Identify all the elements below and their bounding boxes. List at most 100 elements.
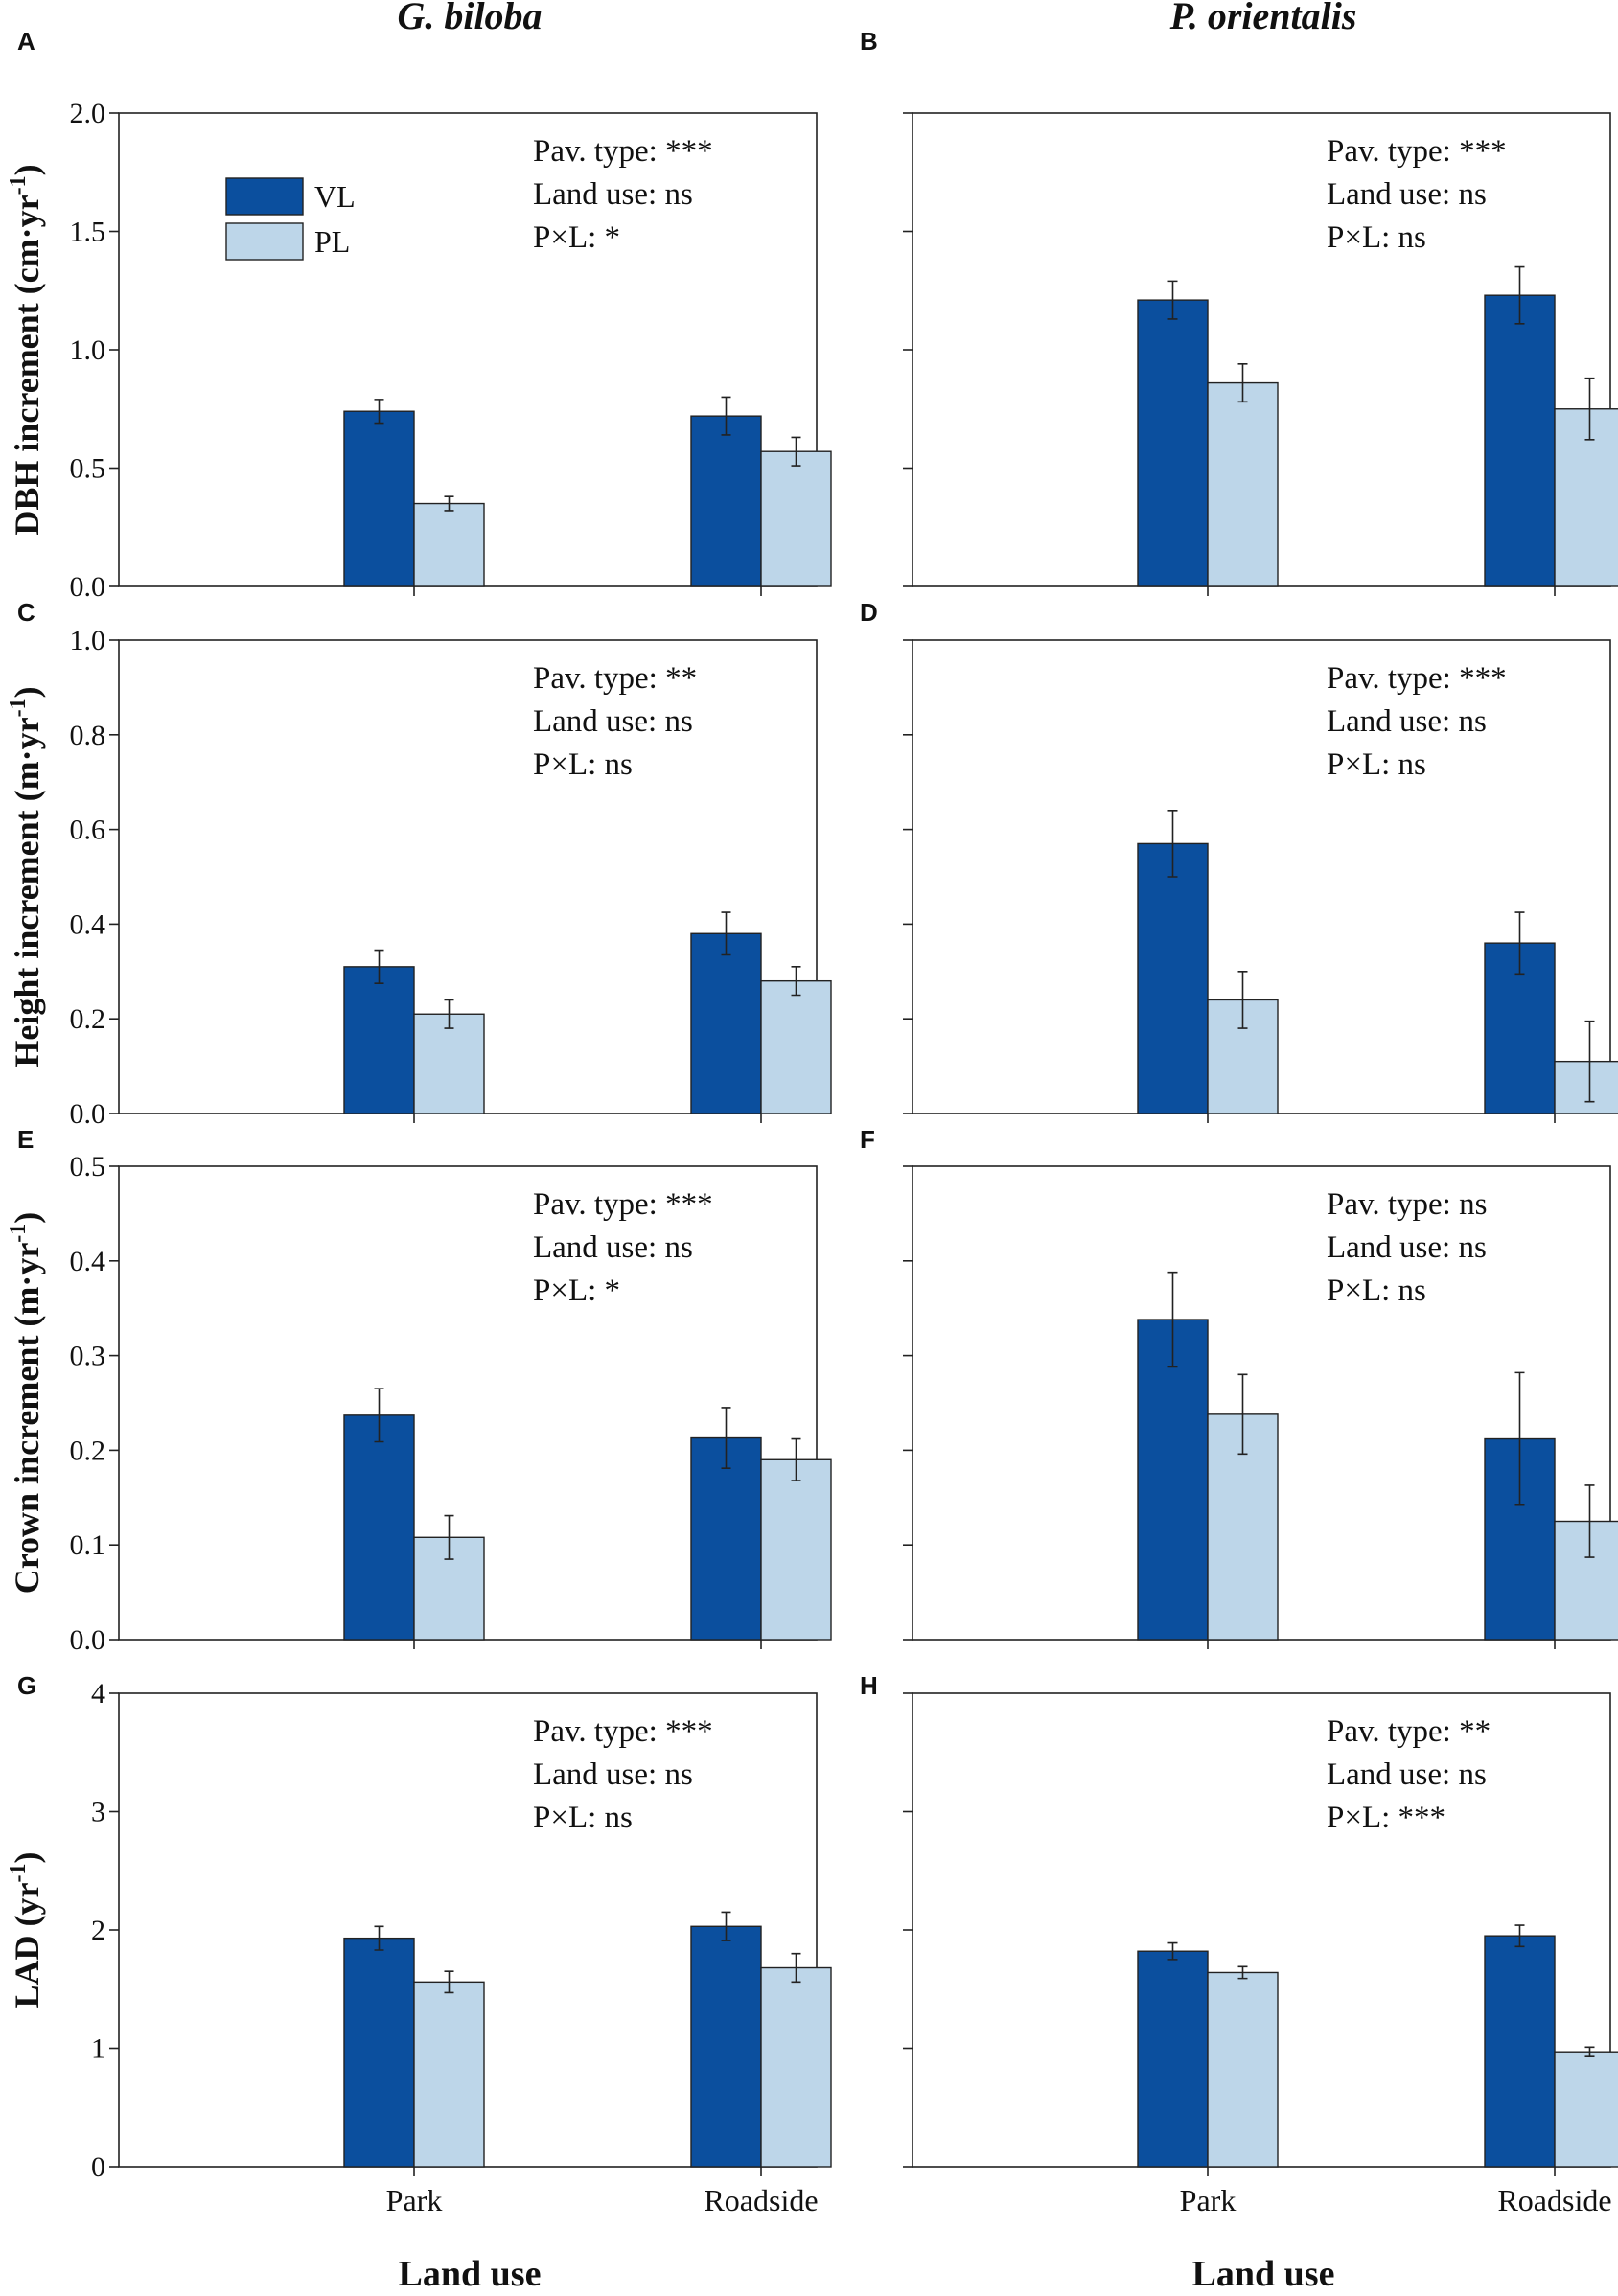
y-axis-title-main: LAD (yr: [8, 1882, 46, 2008]
error-bar-vl-roadside: [721, 396, 731, 436]
panel-g: G 0 1 2 3 4 Park Roadside Pav. type: *** Land use…: [6, 1671, 832, 2217]
stat-annotation: Land use: ns: [1327, 177, 1487, 212]
stat-annotation: Pav. type: ***: [1327, 661, 1507, 696]
error-bar-vl-park: [1167, 810, 1178, 878]
error-bar-vl-roadside: [721, 911, 731, 956]
y-axis-title-main: Height increment (m·yr: [8, 717, 46, 1067]
legend-swatch-pl: [225, 222, 304, 261]
x-axis-title-right: Land use: [1192, 2254, 1335, 2294]
y-axis-title-superscript: -1: [6, 698, 31, 717]
y-axis-title: Crown increment (m·yr-1): [6, 1212, 46, 1595]
stat-annotation: P×L: *: [533, 220, 620, 255]
stat-annotation: Pav. type: **: [533, 661, 697, 696]
error-bar-pl-park: [444, 1970, 454, 1994]
bar-vl-roadside: [690, 415, 762, 587]
x-category-label: Park: [386, 2183, 443, 2217]
stat-annotation: Land use: ns: [1327, 1757, 1487, 1792]
error-bar-pl-park: [1237, 971, 1248, 1029]
bar-vl-roadside: [690, 1436, 762, 1641]
bar-pl-roadside: [1554, 408, 1618, 587]
error-bar-vl-roadside: [1514, 911, 1525, 976]
stat-annotation: P×L: ***: [1327, 1801, 1445, 1835]
stat-annotation: Pav. type: ***: [533, 1187, 713, 1222]
error-bar-vl-park: [1167, 1271, 1178, 1368]
panel-letter: A: [17, 27, 35, 56]
legend-label: VL: [314, 179, 356, 214]
bar-vl-park: [1137, 842, 1209, 1114]
y-tick-label: 0.5: [70, 453, 106, 485]
bar-vl-park: [343, 1937, 415, 2168]
y-tick-label: 3: [91, 1797, 105, 1828]
error-bar-pl-roadside: [791, 966, 801, 997]
stat-annotation: Pav. type: **: [1327, 1714, 1491, 1749]
bar-vl-park: [1137, 1319, 1209, 1641]
error-bar-vl-park: [374, 1388, 384, 1443]
panel-letter: E: [17, 1125, 34, 1154]
bar-pl-roadside: [760, 450, 832, 587]
error-bar-pl-roadside: [791, 436, 801, 467]
error-bar-vl-park: [374, 399, 384, 425]
bar-vl-park: [343, 1414, 415, 1641]
y-axis-title-superscript: -1: [6, 1864, 31, 1883]
y-tick-label: 0.0: [70, 1098, 106, 1130]
error-bar-pl-roadside: [1584, 2046, 1595, 2057]
panel-d: D Pav. type: *** Land use: ns P×L: ns: [860, 598, 1618, 1123]
panel-f: F Pav. type: ns Land use: ns P×L: ns: [860, 1125, 1618, 1649]
bar-pl-roadside: [1554, 1520, 1618, 1641]
y-tick-label: 0.5: [70, 1151, 106, 1182]
error-bar-vl-roadside: [1514, 1924, 1525, 1948]
error-bar-vl-roadside: [721, 1911, 731, 1941]
bar-pl-park: [1207, 381, 1279, 587]
bar-pl-park: [413, 502, 485, 587]
stat-annotation: Pav. type: ns: [1327, 1187, 1487, 1222]
stat-annotation: Pav. type: ***: [533, 1714, 713, 1749]
y-tick-label: 0.2: [70, 1435, 106, 1466]
error-bar-pl-park: [444, 999, 454, 1029]
y-tick-label: 0.4: [70, 1246, 106, 1277]
panel-h: H Park Roadside Pav. type: ** Land use: ns P×…: [860, 1671, 1618, 2217]
bar-vl-roadside: [1484, 294, 1556, 587]
error-bar-pl-park: [1237, 1965, 1248, 1980]
stat-annotation: Land use: ns: [1327, 704, 1487, 739]
bar-vl-roadside: [690, 1925, 762, 2168]
error-bar-vl-park: [374, 1925, 384, 1951]
panel-letter: H: [860, 1671, 878, 1700]
bar-pl-roadside: [1554, 2051, 1618, 2168]
panel-c: C 0.0 0.2 0.4 0.6 0.8 1.0 Pav. type: ** Land use…: [6, 598, 832, 1130]
y-axis-title: Height increment (m·yr-1): [6, 686, 46, 1067]
bar-pl-roadside: [760, 979, 832, 1114]
bar-pl-park: [413, 1013, 485, 1114]
panels: A 0.0 0.5 1.0 1.5 2.0 Pav. type: *** Land use: …: [6, 27, 1618, 2217]
x-category-label: Park: [1180, 2183, 1237, 2217]
y-tick-label: 0.0: [70, 571, 106, 603]
error-bar-pl-park: [444, 1514, 454, 1560]
bar-pl-roadside: [760, 1966, 832, 2168]
stat-annotation: P×L: ns: [1327, 1274, 1426, 1308]
error-bar-pl-roadside: [1584, 1020, 1595, 1103]
error-bar-pl-park: [1237, 363, 1248, 403]
x-axis-title-left: Land use: [399, 2254, 542, 2294]
panel-letter: C: [17, 598, 35, 627]
stat-annotation: P×L: ns: [1327, 220, 1426, 255]
error-bar-vl-roadside: [721, 1407, 731, 1469]
error-bar-pl-roadside: [791, 1437, 801, 1481]
bar-vl-park: [343, 410, 415, 587]
bar-pl-roadside: [1554, 1060, 1618, 1114]
stat-annotation: P×L: ns: [533, 747, 633, 782]
panel-letter: B: [860, 27, 878, 56]
stat-annotation: Land use: ns: [533, 177, 693, 212]
bar-vl-roadside: [1484, 1935, 1556, 2168]
panel-letter: G: [17, 1671, 36, 1700]
y-tick-label: 0.8: [70, 720, 106, 751]
y-tick-label: 0.3: [70, 1341, 106, 1372]
column-title-right: P. orientalis: [1169, 0, 1357, 37]
y-tick-label: 0.0: [70, 1624, 106, 1656]
stat-annotation: Land use: ns: [533, 1757, 693, 1792]
y-axis-title-main: DBH increment (cm·yr: [8, 195, 46, 535]
stat-annotation: Land use: ns: [533, 704, 693, 739]
stat-annotation: Land use: ns: [533, 1230, 693, 1265]
y-tick-label: 2: [91, 1915, 105, 1946]
y-axis-title-end: ): [8, 1212, 46, 1224]
bar-pl-park: [1207, 1971, 1279, 2168]
column-title-left: G. biloba: [397, 0, 542, 37]
